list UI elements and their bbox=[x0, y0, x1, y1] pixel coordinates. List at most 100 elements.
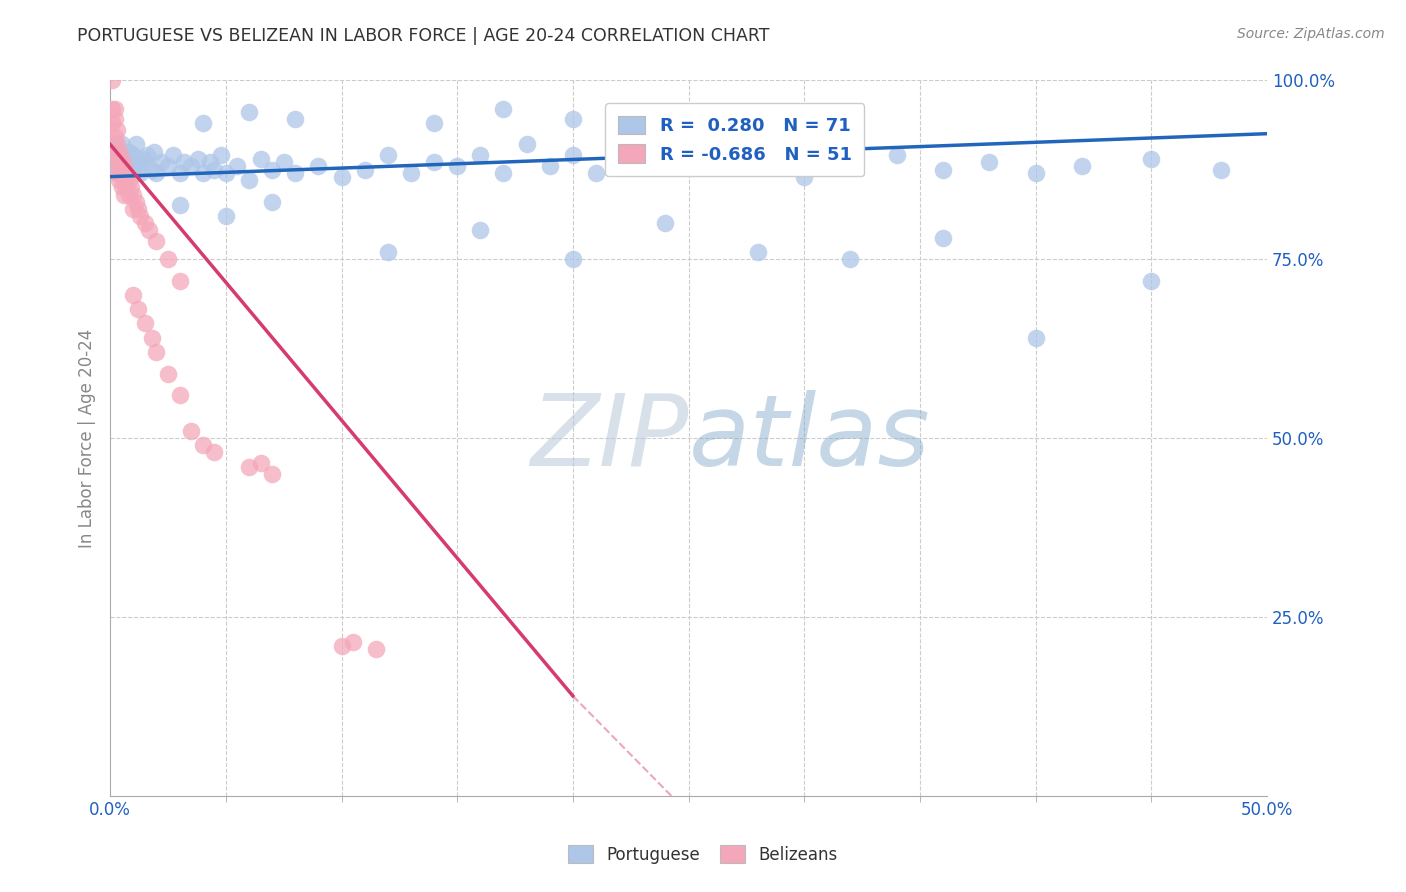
Point bbox=[104, 112, 127, 127]
Point bbox=[101, 102, 124, 116]
Point bbox=[108, 145, 131, 159]
Point bbox=[105, 123, 128, 137]
Point bbox=[104, 137, 127, 152]
Point bbox=[538, 159, 561, 173]
Point bbox=[127, 302, 149, 317]
Point bbox=[115, 180, 138, 194]
Point bbox=[366, 642, 388, 657]
Point bbox=[127, 202, 149, 216]
Point bbox=[561, 252, 583, 266]
Legend: Portuguese, Belizeans: Portuguese, Belizeans bbox=[561, 838, 845, 871]
Point bbox=[136, 148, 159, 162]
Point bbox=[108, 159, 131, 173]
Point bbox=[654, 159, 676, 173]
Point bbox=[724, 155, 747, 169]
Point bbox=[770, 137, 793, 152]
Point bbox=[112, 173, 135, 187]
Point bbox=[470, 148, 492, 162]
Point bbox=[150, 155, 173, 169]
Point bbox=[124, 194, 146, 209]
Point bbox=[112, 152, 135, 166]
Point bbox=[238, 105, 260, 120]
Point bbox=[118, 145, 141, 159]
Point bbox=[111, 162, 134, 177]
Point bbox=[156, 367, 179, 381]
Text: ZIP: ZIP bbox=[530, 390, 689, 486]
Point bbox=[120, 180, 142, 194]
Point bbox=[191, 438, 214, 452]
Point bbox=[127, 159, 149, 173]
Point bbox=[377, 244, 399, 259]
Point bbox=[209, 148, 232, 162]
Point bbox=[105, 137, 128, 152]
Text: atlas: atlas bbox=[689, 390, 931, 486]
Point bbox=[141, 331, 163, 345]
Point bbox=[120, 155, 142, 169]
Point bbox=[122, 202, 145, 216]
Point bbox=[631, 141, 654, 155]
Point bbox=[111, 180, 134, 194]
Point bbox=[118, 173, 141, 187]
Point bbox=[105, 152, 128, 166]
Point bbox=[111, 137, 134, 152]
Point bbox=[169, 273, 191, 287]
Point bbox=[226, 159, 249, 173]
Point bbox=[470, 223, 492, 237]
Point bbox=[122, 148, 145, 162]
Point bbox=[115, 159, 138, 173]
Point bbox=[284, 166, 307, 180]
Point bbox=[134, 155, 156, 169]
Point bbox=[1209, 162, 1232, 177]
Point bbox=[122, 288, 145, 302]
Point bbox=[561, 148, 583, 162]
Point bbox=[330, 169, 353, 184]
Point bbox=[169, 388, 191, 402]
Point bbox=[607, 155, 630, 169]
Point bbox=[932, 230, 955, 244]
Point bbox=[112, 187, 135, 202]
Point bbox=[561, 112, 583, 127]
Point bbox=[198, 155, 221, 169]
Point bbox=[162, 148, 184, 162]
Point bbox=[145, 166, 167, 180]
Point bbox=[138, 223, 160, 237]
Point bbox=[273, 155, 295, 169]
Point bbox=[131, 152, 153, 166]
Point bbox=[105, 148, 128, 162]
Point bbox=[1140, 152, 1163, 166]
Point bbox=[134, 317, 156, 331]
Point bbox=[143, 145, 166, 159]
Point bbox=[446, 159, 468, 173]
Point bbox=[173, 155, 195, 169]
Point bbox=[101, 73, 124, 87]
Point bbox=[815, 116, 838, 130]
Point bbox=[105, 166, 128, 180]
Point bbox=[145, 234, 167, 248]
Point bbox=[793, 169, 815, 184]
Point bbox=[1025, 166, 1047, 180]
Text: Source: ZipAtlas.com: Source: ZipAtlas.com bbox=[1237, 27, 1385, 41]
Point bbox=[141, 162, 163, 177]
Point bbox=[111, 152, 134, 166]
Point bbox=[353, 162, 375, 177]
Point bbox=[307, 159, 329, 173]
Point bbox=[108, 145, 131, 159]
Point bbox=[104, 102, 127, 116]
Point bbox=[516, 137, 538, 152]
Point bbox=[118, 166, 141, 180]
Point bbox=[122, 187, 145, 202]
Point bbox=[111, 166, 134, 180]
Point bbox=[169, 166, 191, 180]
Point bbox=[979, 155, 1001, 169]
Point bbox=[585, 166, 607, 180]
Point bbox=[249, 152, 271, 166]
Point bbox=[118, 187, 141, 202]
Point bbox=[202, 445, 225, 459]
Point bbox=[156, 252, 179, 266]
Point bbox=[180, 424, 202, 438]
Point bbox=[104, 130, 127, 145]
Point bbox=[104, 145, 127, 159]
Point bbox=[747, 244, 769, 259]
Point bbox=[191, 166, 214, 180]
Y-axis label: In Labor Force | Age 20-24: In Labor Force | Age 20-24 bbox=[79, 328, 96, 548]
